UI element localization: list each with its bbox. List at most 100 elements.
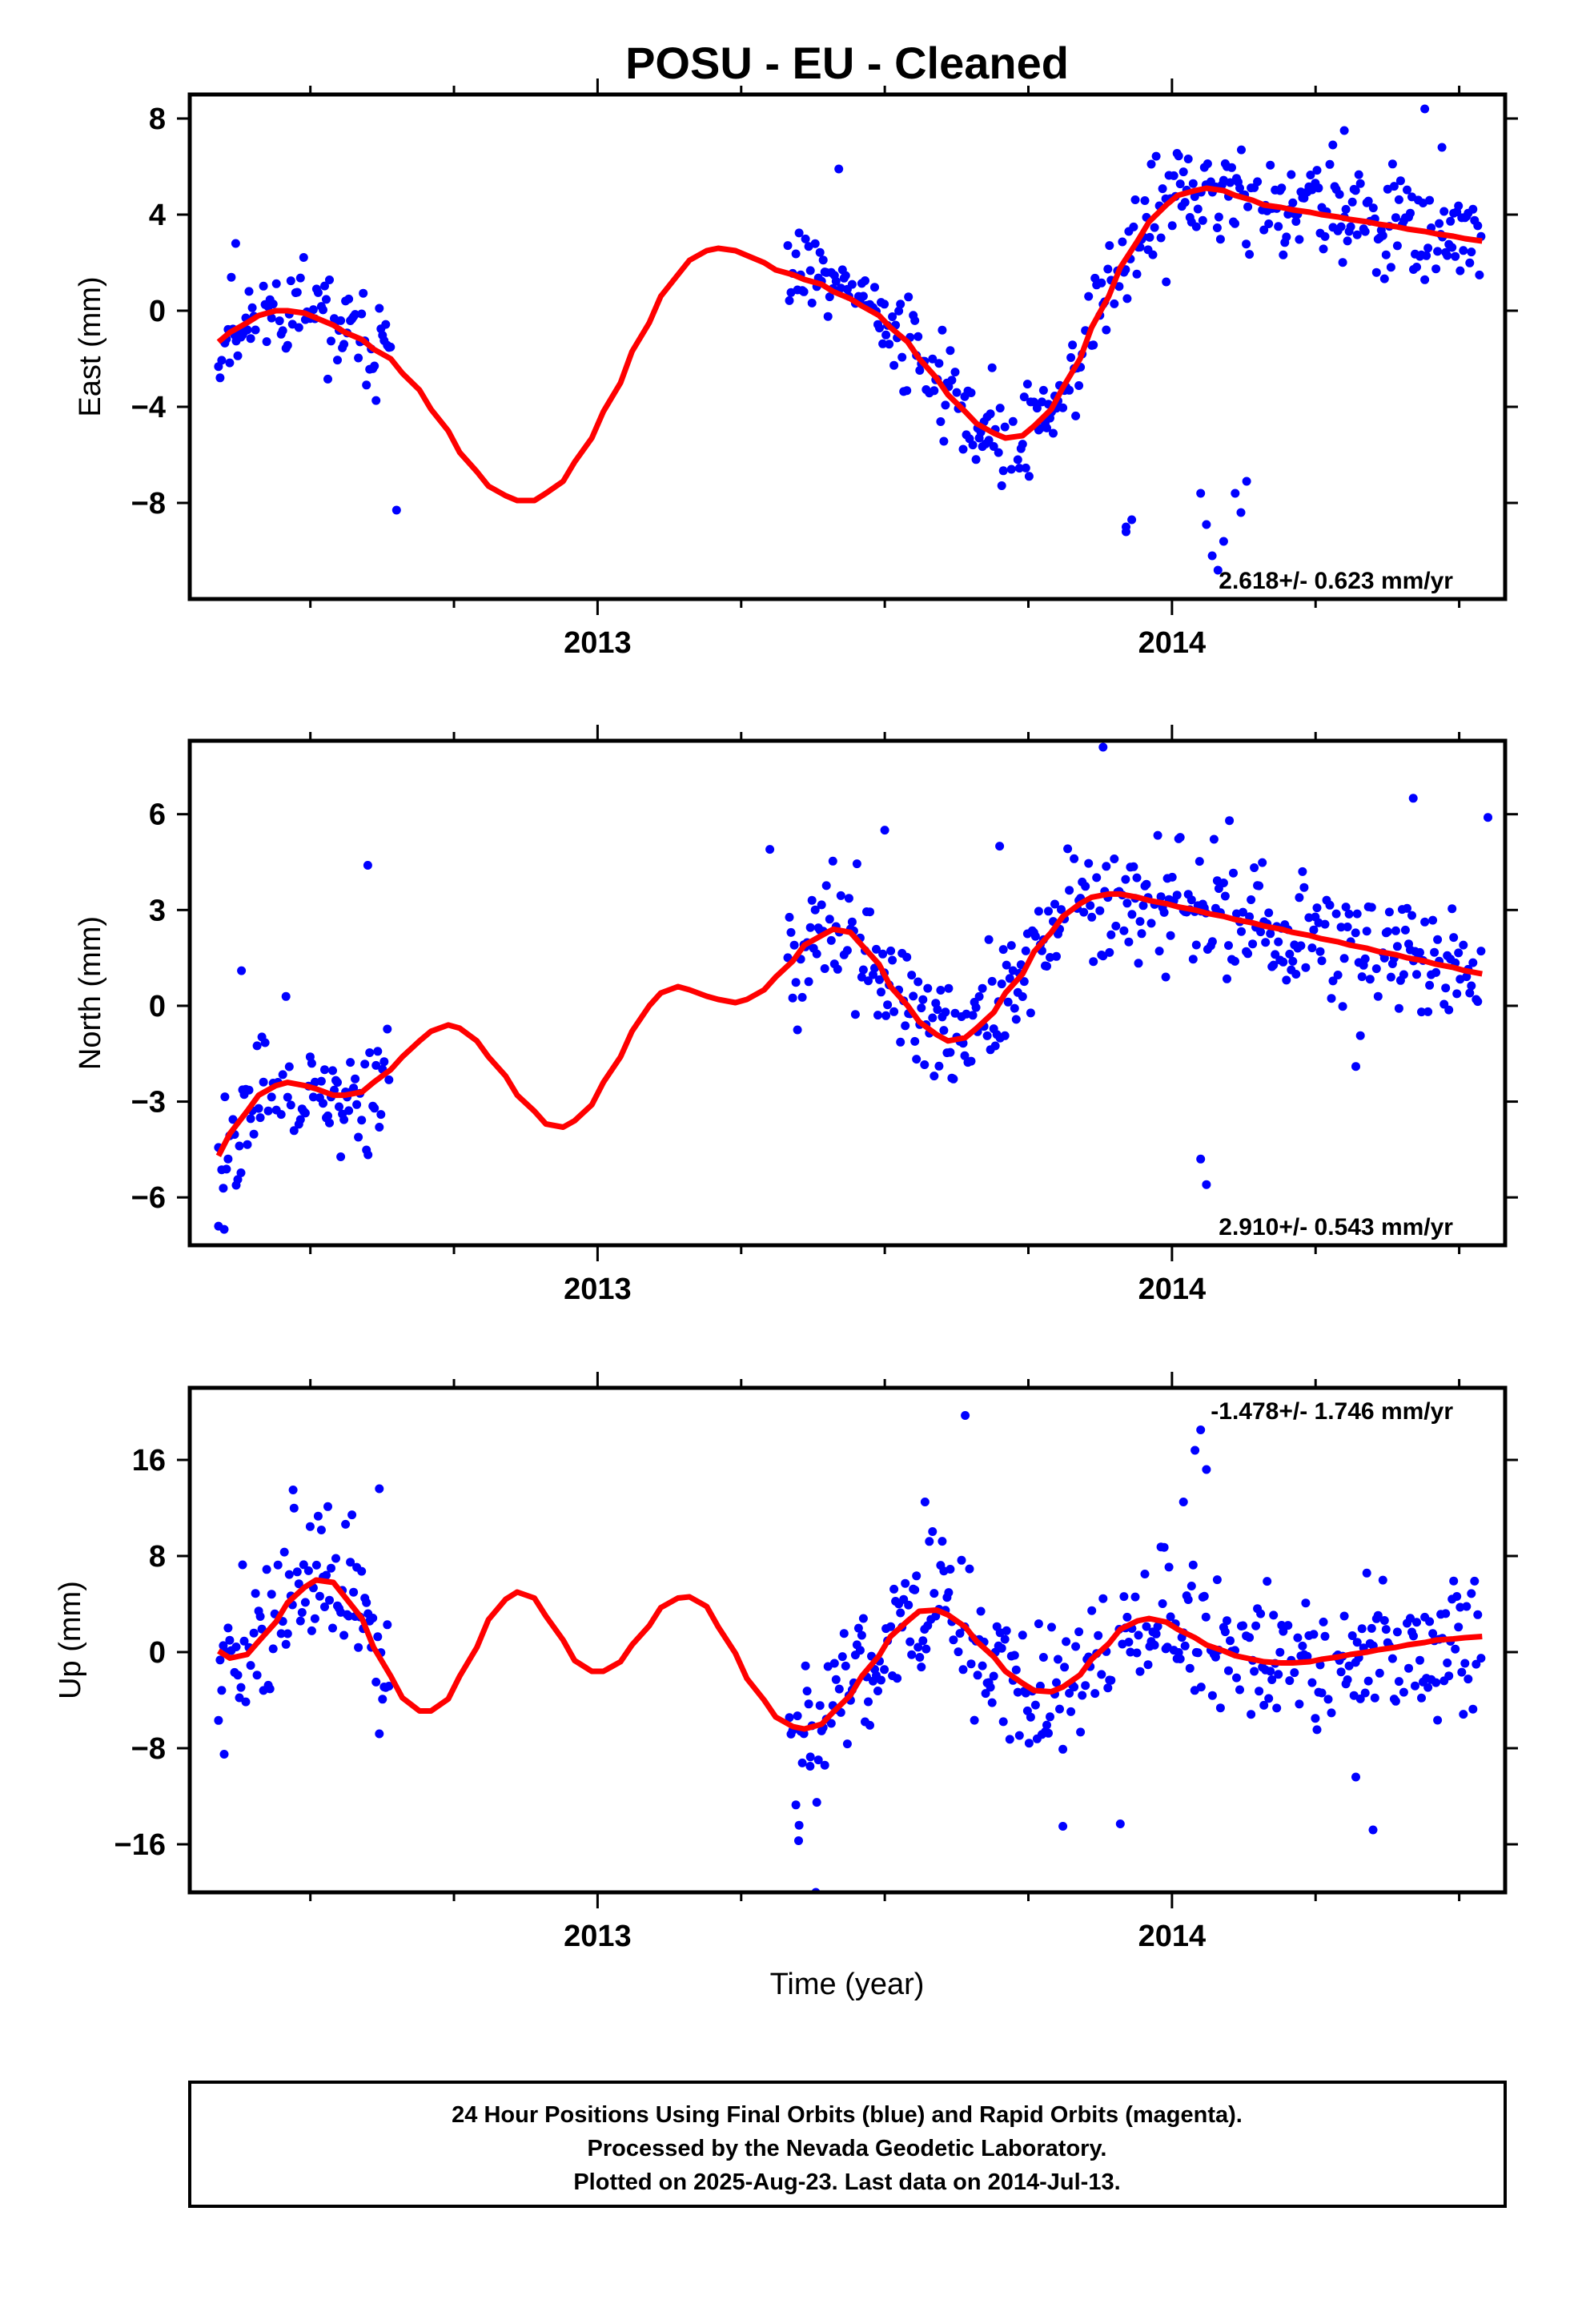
data-point xyxy=(219,1184,228,1193)
y-tick-label: −8 xyxy=(131,487,166,521)
data-point xyxy=(941,1007,950,1017)
data-point xyxy=(1191,222,1201,231)
data-point xyxy=(1452,1592,1462,1601)
data-point xyxy=(357,1566,367,1576)
data-point xyxy=(1219,879,1228,887)
data-point xyxy=(1443,251,1452,260)
data-point xyxy=(319,1099,327,1108)
data-point xyxy=(1306,171,1315,179)
data-point xyxy=(1071,1642,1081,1651)
data-point xyxy=(1148,250,1158,259)
data-point xyxy=(1335,190,1344,199)
data-point xyxy=(1119,1592,1129,1602)
data-point xyxy=(1362,927,1371,936)
data-point xyxy=(820,964,829,973)
data-point xyxy=(1327,994,1336,1003)
data-point xyxy=(339,340,349,349)
data-point xyxy=(880,300,889,309)
data-point xyxy=(886,946,896,955)
data-point xyxy=(1207,1691,1217,1700)
data-point xyxy=(259,1077,268,1087)
up-frame xyxy=(187,1385,1508,1895)
data-point xyxy=(826,935,836,945)
data-point xyxy=(1371,964,1381,974)
data-point xyxy=(311,1560,321,1570)
data-point xyxy=(912,1571,921,1581)
data-point xyxy=(1303,1651,1312,1661)
data-point xyxy=(1412,1618,1421,1627)
data-point xyxy=(1456,1602,1465,1612)
data-point xyxy=(1098,742,1108,752)
data-point xyxy=(1226,178,1235,187)
data-point xyxy=(966,388,976,397)
data-point xyxy=(1462,972,1472,982)
data-point xyxy=(1339,1611,1349,1621)
data-point xyxy=(907,1650,917,1659)
data-point xyxy=(984,436,994,445)
data-point xyxy=(237,966,247,975)
data-point xyxy=(1226,1636,1235,1646)
data-point xyxy=(283,340,292,350)
data-point xyxy=(1058,403,1068,412)
data-point xyxy=(255,1113,265,1123)
data-point xyxy=(946,1565,955,1574)
data-point xyxy=(1266,1667,1275,1676)
data-point xyxy=(1224,1666,1233,1675)
data-point xyxy=(357,309,367,319)
data-point xyxy=(987,976,997,986)
data-point xyxy=(917,1003,926,1013)
data-point xyxy=(1005,974,1014,983)
data-point xyxy=(802,1687,812,1696)
data-point xyxy=(1066,1707,1076,1716)
data-point xyxy=(928,1527,938,1536)
data-point xyxy=(877,987,885,997)
y-tick-label: 8 xyxy=(149,1540,166,1574)
data-point xyxy=(1435,219,1444,228)
data-point xyxy=(1103,1683,1113,1693)
data-point xyxy=(930,1589,939,1598)
data-point xyxy=(1339,954,1349,963)
data-point xyxy=(1000,1031,1010,1040)
data-point xyxy=(1425,1617,1435,1626)
data-point xyxy=(1288,956,1298,966)
data-point xyxy=(841,1661,850,1671)
data-point xyxy=(896,1608,905,1618)
data-point xyxy=(320,281,329,291)
data-point xyxy=(375,1484,384,1494)
data-point xyxy=(1454,201,1464,211)
data-point xyxy=(1098,1594,1108,1603)
data-point xyxy=(997,1643,1006,1653)
data-point xyxy=(1467,1589,1476,1598)
data-point xyxy=(1038,1653,1048,1662)
data-point xyxy=(1484,813,1492,822)
data-point xyxy=(1245,250,1255,259)
data-point xyxy=(1242,476,1251,486)
data-point xyxy=(1406,208,1415,218)
data-point xyxy=(901,1578,910,1588)
data-point xyxy=(378,1695,387,1704)
data-point xyxy=(966,1056,976,1066)
data-point xyxy=(1105,947,1114,957)
y-tick-label: 3 xyxy=(149,894,166,927)
data-point xyxy=(1202,1465,1211,1474)
data-point xyxy=(907,971,917,980)
data-point xyxy=(1110,299,1119,308)
x-tick-label: 2014 xyxy=(1138,1920,1207,1953)
data-point xyxy=(267,1590,276,1599)
data-point xyxy=(1312,1725,1322,1735)
data-point xyxy=(336,1152,346,1161)
up-y-axis-label: Up (mm) xyxy=(54,1581,87,1699)
data-point xyxy=(1363,196,1373,206)
data-point xyxy=(243,1140,252,1149)
y-tick-label: 0 xyxy=(149,295,166,328)
data-point xyxy=(1255,881,1264,891)
data-point xyxy=(1245,1633,1255,1642)
data-point xyxy=(1325,900,1335,910)
data-point xyxy=(1282,975,1291,985)
data-point xyxy=(365,1048,375,1057)
data-point xyxy=(1242,239,1251,249)
data-point xyxy=(351,310,360,320)
data-point xyxy=(235,1141,244,1151)
data-point xyxy=(978,983,987,993)
data-point xyxy=(1338,1002,1347,1011)
